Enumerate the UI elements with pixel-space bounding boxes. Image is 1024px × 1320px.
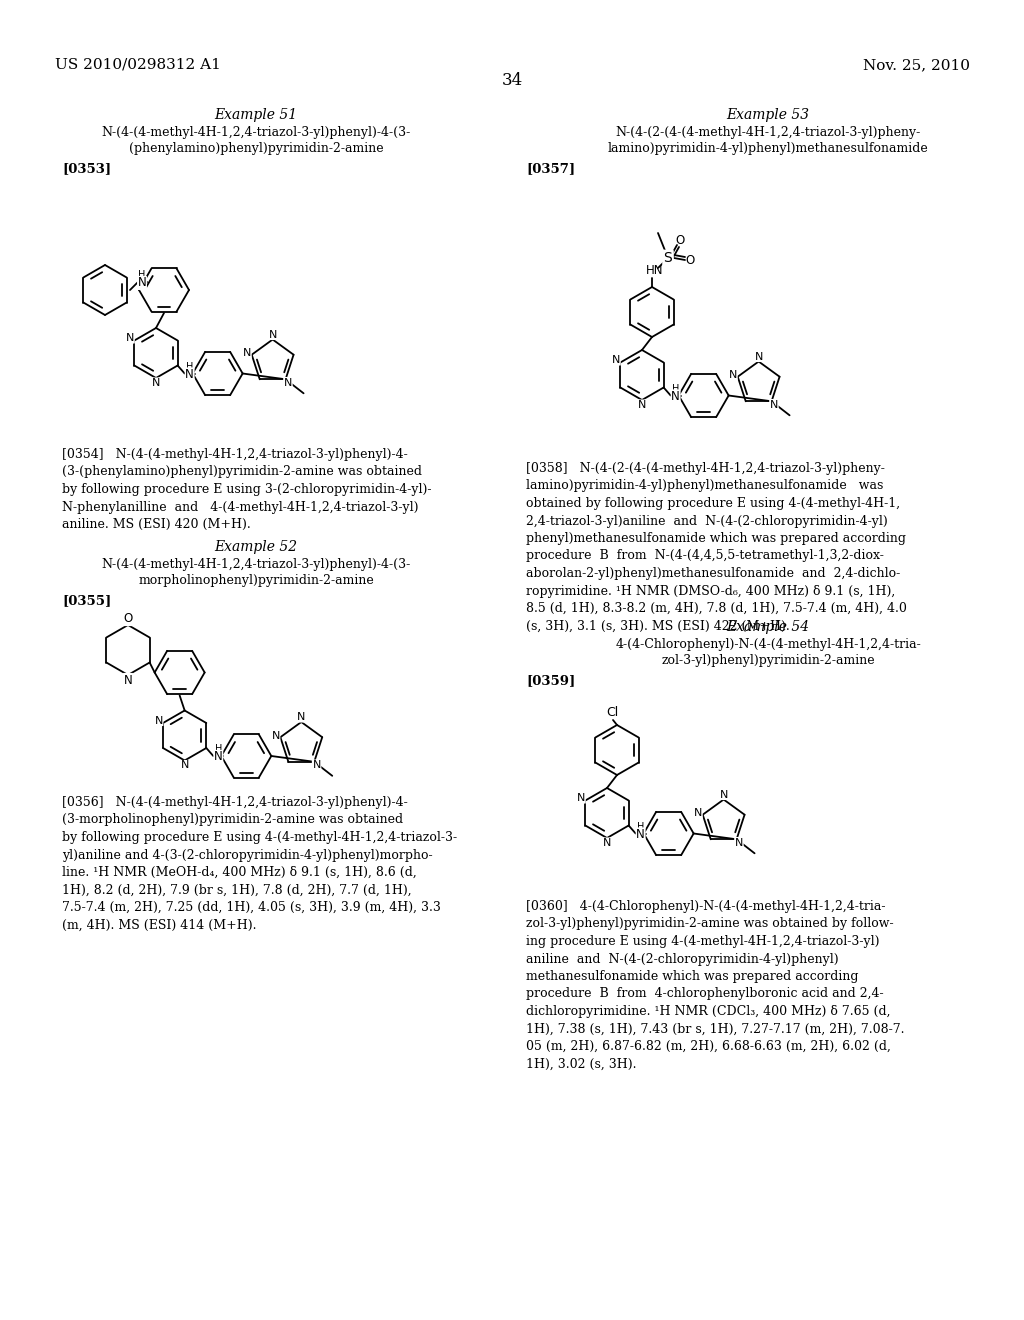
Text: N: N [268,330,276,339]
Text: N: N [694,808,702,818]
Text: N: N [297,711,305,722]
Text: Example 53: Example 53 [726,108,810,121]
Text: N: N [155,715,163,726]
Text: N-(4-(4-methyl-4H-1,2,4-triazol-3-yl)phenyl)-4-(3-: N-(4-(4-methyl-4H-1,2,4-triazol-3-yl)phe… [101,125,411,139]
Text: [0359]: [0359] [526,675,575,686]
Text: N: N [611,355,621,366]
Text: N: N [180,760,188,771]
Text: H: H [186,362,194,371]
Text: N: N [152,378,160,388]
Text: N: N [243,348,251,358]
Text: N: N [755,351,763,362]
Text: N: N [735,837,743,847]
Text: N: N [638,400,646,411]
Text: [0358]   N-(4-(2-(4-(4-methyl-4H-1,2,4-triazol-3-yl)pheny-
lamino)pyrimidin-4-yl: [0358] N-(4-(2-(4-(4-methyl-4H-1,2,4-tri… [526,462,907,632]
Text: [0360]   4-(4-Chlorophenyl)-N-(4-(4-methyl-4H-1,2,4-tria-
zol-3-yl)phenyl)pyrimi: [0360] 4-(4-Chlorophenyl)-N-(4-(4-methyl… [526,900,904,1071]
Text: N: N [636,828,645,841]
Text: H: H [215,744,222,754]
Text: lamino)pyrimidin-4-yl)phenyl)methanesulfonamide: lamino)pyrimidin-4-yl)phenyl)methanesulf… [607,143,929,154]
Text: H: H [637,821,644,832]
Text: Example 54: Example 54 [726,620,810,634]
Text: US 2010/0298312 A1: US 2010/0298312 A1 [55,58,221,73]
Text: N: N [603,838,611,847]
Text: [0357]: [0357] [526,162,575,176]
Text: Example 52: Example 52 [214,540,298,554]
Text: zol-3-yl)phenyl)pyrimidin-2-amine: zol-3-yl)phenyl)pyrimidin-2-amine [662,653,874,667]
Text: [0355]: [0355] [62,594,112,607]
Text: 4-(4-Chlorophenyl)-N-(4-(4-methyl-4H-1,2,4-tria-: 4-(4-Chlorophenyl)-N-(4-(4-methyl-4H-1,2… [615,638,921,651]
Text: N-(4-(2-(4-(4-methyl-4H-1,2,4-triazol-3-yl)pheny-: N-(4-(2-(4-(4-methyl-4H-1,2,4-triazol-3-… [615,125,921,139]
Text: Cl: Cl [606,705,618,718]
Text: [0354]   N-(4-(4-methyl-4H-1,2,4-triazol-3-yl)phenyl)-4-
(3-(phenylamino)phenyl): [0354] N-(4-(4-methyl-4H-1,2,4-triazol-3… [62,447,431,531]
Text: N: N [271,731,280,741]
Text: morpholinophenyl)pyrimidin-2-amine: morpholinophenyl)pyrimidin-2-amine [138,574,374,587]
Text: H: H [138,271,145,280]
Text: S: S [664,251,673,265]
Text: N: N [720,789,728,800]
Text: N: N [312,760,321,770]
Text: 34: 34 [502,73,522,88]
Text: H: H [672,384,679,393]
Text: N: N [137,276,146,289]
Text: N: N [214,751,222,763]
Text: [0356]   N-(4-(4-methyl-4H-1,2,4-triazol-3-yl)phenyl)-4-
(3-morpholinophenyl)pyr: [0356] N-(4-(4-methyl-4H-1,2,4-triazol-3… [62,796,457,932]
Text: [0353]: [0353] [62,162,112,176]
Text: N: N [577,793,585,803]
Text: N: N [729,370,737,380]
Text: HN: HN [646,264,664,276]
Text: O: O [123,612,133,626]
Text: (phenylamino)phenyl)pyrimidin-2-amine: (phenylamino)phenyl)pyrimidin-2-amine [129,143,383,154]
Text: N-(4-(4-methyl-4H-1,2,4-triazol-3-yl)phenyl)-4-(3-: N-(4-(4-methyl-4H-1,2,4-triazol-3-yl)phe… [101,558,411,572]
Text: O: O [676,234,685,247]
Text: Nov. 25, 2010: Nov. 25, 2010 [863,58,970,73]
Text: Example 51: Example 51 [214,108,298,121]
Text: N: N [126,333,134,343]
Text: N: N [124,673,132,686]
Text: N: N [770,400,778,409]
Text: N: N [672,389,680,403]
Text: N: N [185,368,194,381]
Text: O: O [685,253,694,267]
Text: N: N [284,378,292,388]
